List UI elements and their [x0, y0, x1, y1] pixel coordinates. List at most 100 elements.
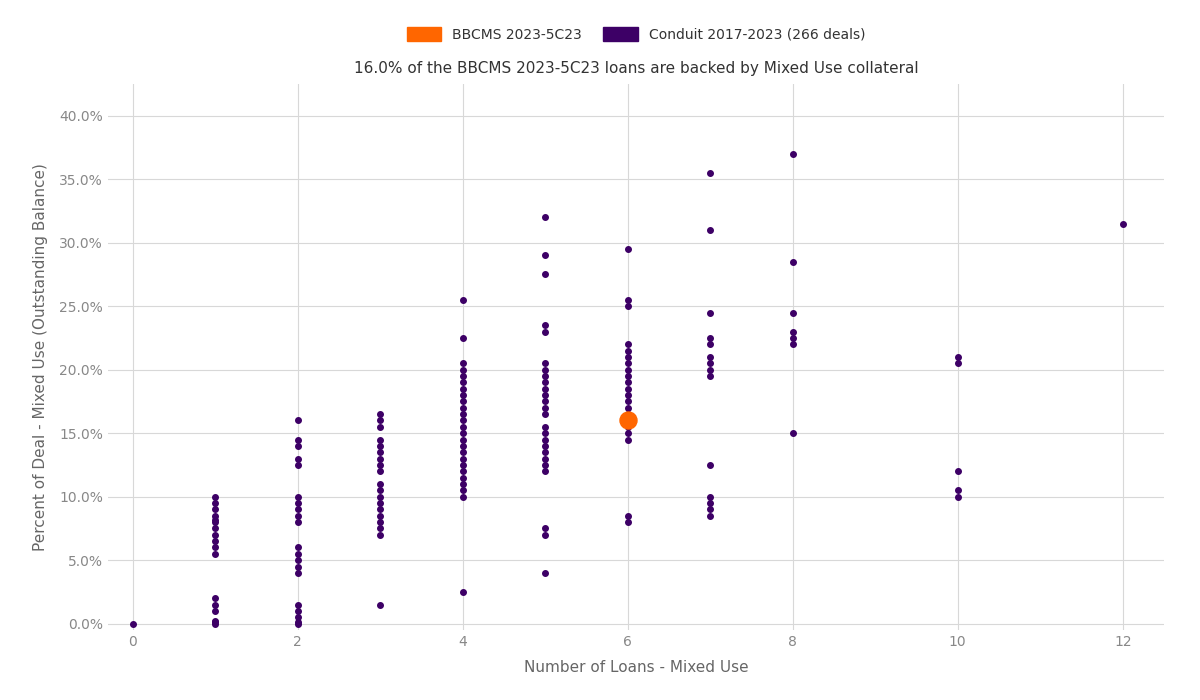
- Point: [618, 300, 637, 312]
- Point: [535, 447, 554, 458]
- Point: [288, 504, 307, 515]
- Point: [288, 510, 307, 522]
- Point: [454, 395, 473, 407]
- Point: [205, 593, 224, 604]
- Point: [618, 244, 637, 255]
- Point: [288, 453, 307, 464]
- Point: [701, 339, 720, 350]
- Point: [371, 421, 390, 433]
- Point: [701, 364, 720, 375]
- Point: [288, 517, 307, 528]
- Point: [371, 517, 390, 528]
- Point: [535, 409, 554, 420]
- Point: [371, 478, 390, 489]
- Point: [701, 167, 720, 178]
- Point: [371, 434, 390, 445]
- Point: [454, 377, 473, 388]
- Point: [454, 453, 473, 464]
- Point: [288, 567, 307, 578]
- Point: [371, 510, 390, 522]
- Point: [535, 529, 554, 540]
- Point: [454, 478, 473, 489]
- Point: [288, 618, 307, 629]
- Point: [784, 428, 803, 439]
- Point: [618, 510, 637, 522]
- Point: [371, 599, 390, 610]
- Point: [618, 351, 637, 363]
- Point: [205, 504, 224, 515]
- Point: [371, 484, 390, 496]
- Point: [535, 383, 554, 394]
- Point: [454, 294, 473, 305]
- Point: [701, 498, 720, 509]
- Point: [371, 415, 390, 426]
- Point: [288, 606, 307, 617]
- Point: [618, 421, 637, 433]
- Point: [784, 307, 803, 318]
- Point: [454, 415, 473, 426]
- Point: [784, 256, 803, 267]
- Point: [454, 434, 473, 445]
- Point: [1114, 218, 1133, 230]
- Point: [288, 612, 307, 623]
- Point: [535, 389, 554, 400]
- Point: [288, 434, 307, 445]
- Point: [371, 409, 390, 420]
- Point: [618, 364, 637, 375]
- Point: [535, 428, 554, 439]
- Point: [288, 542, 307, 553]
- Point: [454, 402, 473, 414]
- Point: [535, 421, 554, 433]
- Point: [371, 466, 390, 477]
- Point: [205, 529, 224, 540]
- Point: [784, 148, 803, 160]
- Point: [535, 453, 554, 464]
- Point: [701, 510, 720, 522]
- Point: [371, 498, 390, 509]
- Point: [454, 459, 473, 470]
- Point: [454, 370, 473, 382]
- Point: [535, 434, 554, 445]
- Point: [454, 364, 473, 375]
- Point: [205, 606, 224, 617]
- Point: [371, 504, 390, 515]
- Point: [535, 250, 554, 261]
- Point: [454, 421, 473, 433]
- Point: [701, 225, 720, 236]
- Legend: BBCMS 2023-5C23, Conduit 2017-2023 (266 deals): BBCMS 2023-5C23, Conduit 2017-2023 (266 …: [400, 20, 872, 49]
- Point: [454, 358, 473, 369]
- Y-axis label: Percent of Deal - Mixed Use (Outstanding Balance): Percent of Deal - Mixed Use (Outstanding…: [34, 163, 48, 551]
- Point: [784, 326, 803, 337]
- Point: [454, 484, 473, 496]
- Point: [454, 428, 473, 439]
- Point: [371, 453, 390, 464]
- Point: [535, 377, 554, 388]
- Point: [205, 599, 224, 610]
- Point: [701, 358, 720, 369]
- Point: [288, 599, 307, 610]
- Point: [288, 561, 307, 572]
- Point: [948, 491, 967, 503]
- Point: [288, 440, 307, 452]
- Point: [701, 459, 720, 470]
- Point: [784, 339, 803, 350]
- Point: [454, 587, 473, 598]
- Point: [205, 617, 224, 628]
- Point: [535, 358, 554, 369]
- Point: [618, 409, 637, 420]
- Point: [618, 345, 637, 356]
- Point: [618, 389, 637, 400]
- Point: [288, 415, 307, 426]
- Point: [618, 434, 637, 445]
- Point: [205, 517, 224, 528]
- Point: [618, 339, 637, 350]
- Point: [288, 617, 307, 628]
- Point: [701, 370, 720, 382]
- Point: [371, 523, 390, 534]
- Point: [701, 351, 720, 363]
- Point: [535, 364, 554, 375]
- Point: [618, 395, 637, 407]
- Point: [454, 472, 473, 483]
- Point: [535, 395, 554, 407]
- Point: [618, 517, 637, 528]
